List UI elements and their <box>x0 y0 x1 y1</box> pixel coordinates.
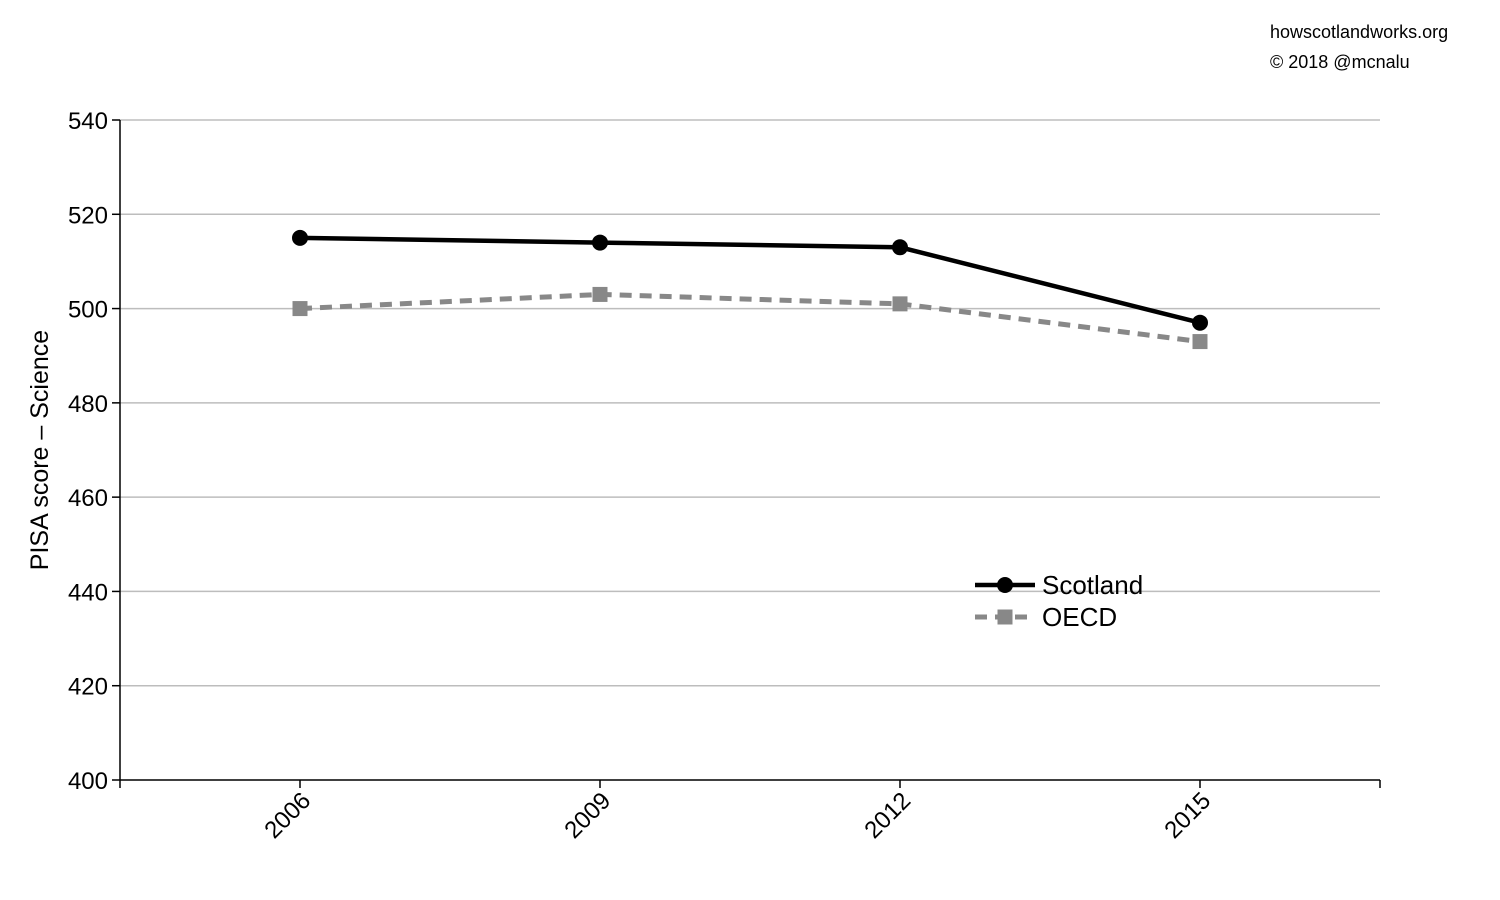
y-axis-ticks: 400 420 440 460 480 500 520 540 <box>68 108 120 795</box>
legend-label: OECD <box>1042 602 1117 632</box>
y-tick-label: 400 <box>68 768 108 795</box>
data-point-oecd <box>292 301 308 317</box>
credit-site: howscotlandworks.org <box>1270 22 1449 42</box>
series-line-scotland <box>299 235 1201 325</box>
data-point-scotland <box>292 229 308 246</box>
data-point-oecd <box>1192 334 1208 350</box>
y-tick-label: 460 <box>68 485 108 512</box>
y-tick-label: 480 <box>68 391 108 418</box>
gridlines <box>120 119 1380 687</box>
y-tick-label: 440 <box>68 579 108 606</box>
y-axis-label: PISA score – Science <box>26 330 54 570</box>
series-layer <box>292 229 1208 350</box>
x-tick-label: 2015 <box>1159 787 1216 844</box>
x-tick-label: 2012 <box>859 787 916 844</box>
x-axis-ticks: 2006 2009 2012 2015 <box>259 780 1216 844</box>
y-tick-label: 500 <box>68 297 108 324</box>
legend-label: Scotland <box>1042 570 1143 600</box>
data-point-scotland <box>592 234 608 251</box>
legend-marker <box>997 577 1013 593</box>
data-point-oecd <box>592 286 608 302</box>
series-line-oecd <box>299 291 1201 345</box>
y-tick-label: 540 <box>68 108 108 135</box>
legend-marker <box>997 609 1013 625</box>
axes <box>119 120 1381 788</box>
data-point-oecd <box>892 296 908 312</box>
data-point-scotland <box>892 239 908 256</box>
y-tick-label: 420 <box>68 674 108 701</box>
x-tick-label: 2006 <box>259 787 316 844</box>
x-tick-label: 2009 <box>559 787 616 844</box>
data-point-scotland <box>1192 314 1208 331</box>
y-tick-label: 520 <box>68 202 108 229</box>
credit-copyright: © 2018 @mcnalu <box>1270 52 1410 72</box>
